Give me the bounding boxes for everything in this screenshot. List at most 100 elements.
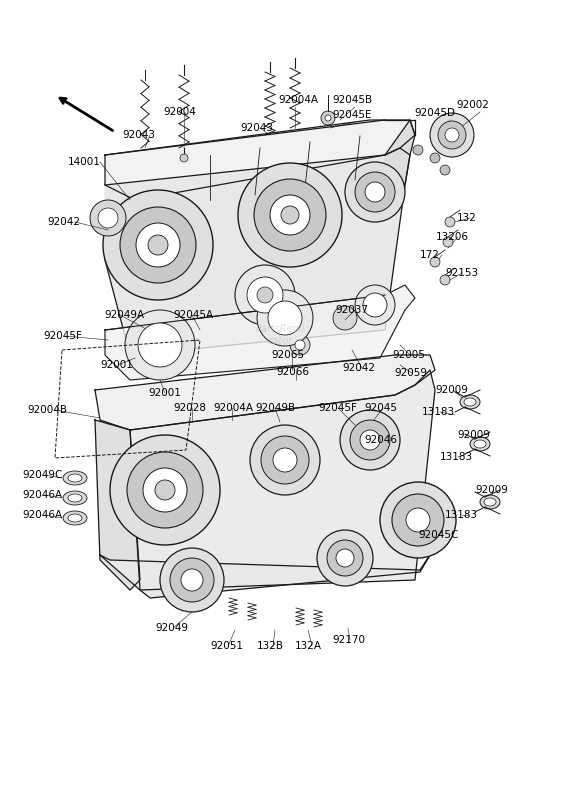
- Circle shape: [440, 275, 450, 285]
- Circle shape: [317, 530, 373, 586]
- Text: 92045C: 92045C: [418, 530, 458, 540]
- Ellipse shape: [474, 440, 486, 448]
- Text: 92153: 92153: [445, 268, 478, 278]
- Ellipse shape: [63, 471, 87, 485]
- Circle shape: [430, 153, 440, 163]
- Circle shape: [438, 121, 466, 149]
- Text: 92046A: 92046A: [22, 510, 62, 520]
- Text: PartsRepli
cator: PartsRepli cator: [255, 324, 305, 346]
- Ellipse shape: [484, 498, 496, 506]
- Text: 92045: 92045: [364, 403, 397, 413]
- Circle shape: [268, 301, 302, 335]
- Text: 132: 132: [457, 213, 477, 223]
- Circle shape: [127, 452, 203, 528]
- Circle shape: [445, 217, 455, 227]
- Text: 92009: 92009: [435, 385, 468, 395]
- Circle shape: [261, 436, 309, 484]
- Polygon shape: [95, 355, 435, 430]
- Ellipse shape: [460, 395, 480, 409]
- Ellipse shape: [480, 495, 500, 509]
- Circle shape: [327, 540, 363, 576]
- Text: 92042: 92042: [342, 363, 375, 373]
- Ellipse shape: [68, 514, 82, 522]
- Polygon shape: [105, 120, 415, 200]
- Text: 13183: 13183: [445, 510, 478, 520]
- Circle shape: [380, 482, 456, 558]
- Circle shape: [254, 179, 326, 251]
- Text: 92002: 92002: [456, 100, 489, 110]
- Circle shape: [355, 172, 395, 212]
- Text: 92004B: 92004B: [27, 405, 67, 415]
- Text: 92042: 92042: [47, 217, 80, 227]
- Text: 92005: 92005: [392, 350, 425, 360]
- Text: 92046A: 92046A: [22, 490, 62, 500]
- Circle shape: [365, 182, 385, 202]
- Circle shape: [345, 162, 405, 222]
- Circle shape: [170, 558, 214, 602]
- Text: 92043: 92043: [122, 130, 155, 140]
- Circle shape: [281, 206, 299, 224]
- Polygon shape: [95, 420, 140, 590]
- Text: 92037: 92037: [335, 305, 368, 315]
- Text: 92001: 92001: [100, 360, 133, 370]
- Text: 92028: 92028: [173, 403, 206, 413]
- Text: 92009: 92009: [475, 485, 508, 495]
- Text: 92045F: 92045F: [318, 403, 357, 413]
- Text: 92045B: 92045B: [332, 95, 372, 105]
- Text: 172: 172: [420, 250, 440, 260]
- Text: 92009: 92009: [457, 430, 490, 440]
- Circle shape: [406, 508, 430, 532]
- Circle shape: [340, 410, 400, 470]
- Circle shape: [155, 480, 175, 500]
- Circle shape: [247, 277, 283, 313]
- Text: 132B: 132B: [257, 641, 284, 651]
- Circle shape: [235, 265, 295, 325]
- Text: 92045D: 92045D: [414, 108, 455, 118]
- Circle shape: [257, 287, 273, 303]
- Circle shape: [270, 195, 310, 235]
- Ellipse shape: [63, 511, 87, 525]
- Text: 92049C: 92049C: [22, 470, 62, 480]
- Circle shape: [138, 323, 182, 367]
- Ellipse shape: [63, 491, 87, 505]
- Circle shape: [413, 145, 423, 155]
- Text: 13206: 13206: [436, 232, 469, 242]
- Text: 92059: 92059: [394, 368, 427, 378]
- Circle shape: [148, 235, 168, 255]
- Circle shape: [125, 310, 195, 380]
- Text: 92066: 92066: [276, 367, 309, 377]
- Ellipse shape: [68, 474, 82, 482]
- Circle shape: [392, 494, 444, 546]
- Circle shape: [350, 420, 390, 460]
- Text: 92004: 92004: [163, 107, 196, 117]
- Text: 92051: 92051: [210, 641, 243, 651]
- Ellipse shape: [464, 398, 476, 406]
- Circle shape: [430, 257, 440, 267]
- Circle shape: [295, 340, 305, 350]
- Circle shape: [321, 111, 335, 125]
- Circle shape: [110, 435, 220, 545]
- Polygon shape: [130, 370, 435, 590]
- Polygon shape: [385, 120, 415, 185]
- Circle shape: [103, 190, 213, 300]
- Text: 92045E: 92045E: [332, 110, 372, 120]
- Circle shape: [90, 200, 126, 236]
- Ellipse shape: [470, 437, 490, 451]
- Circle shape: [325, 115, 331, 121]
- Text: 132A: 132A: [295, 641, 322, 651]
- Text: 92004A: 92004A: [213, 403, 253, 413]
- Circle shape: [443, 237, 453, 247]
- Circle shape: [430, 113, 474, 157]
- Text: 92049B: 92049B: [255, 403, 295, 413]
- Circle shape: [238, 163, 342, 267]
- Text: 14001: 14001: [68, 157, 101, 167]
- Circle shape: [336, 549, 354, 567]
- Text: 13183: 13183: [422, 407, 455, 417]
- Circle shape: [136, 223, 180, 267]
- Circle shape: [181, 569, 203, 591]
- Circle shape: [143, 468, 187, 512]
- Text: 92001: 92001: [148, 388, 181, 398]
- Circle shape: [160, 548, 224, 612]
- Circle shape: [180, 154, 188, 162]
- Circle shape: [363, 293, 387, 317]
